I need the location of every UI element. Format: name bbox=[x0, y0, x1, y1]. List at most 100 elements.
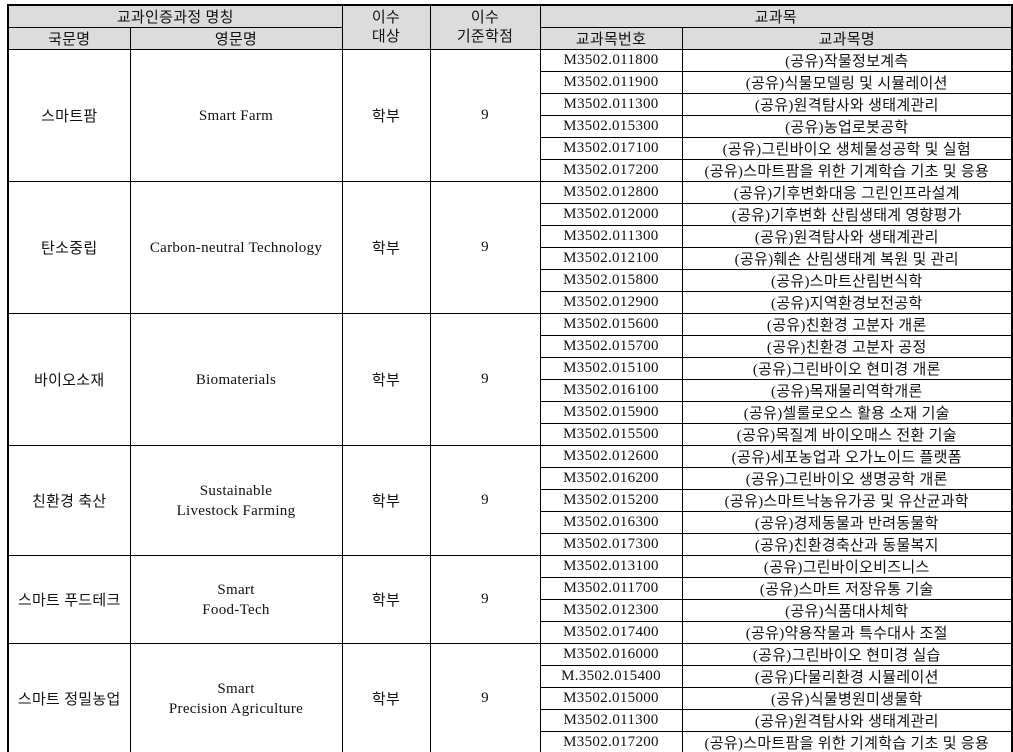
course-name-cell: (공유)친환경 고분자 개론 bbox=[681, 313, 1013, 336]
course-name-cell: (공유)목재물리역학개론 bbox=[681, 379, 1013, 402]
table-row: M3502.015700 (공유)친환경 고분자 공정 bbox=[8, 335, 1013, 358]
course-name-cell: (공유)다물리환경 시뮬레이션 bbox=[681, 665, 1013, 688]
table-row: M3502.016100 (공유)목재물리역학개론 bbox=[8, 379, 1013, 402]
course-number-cell: M3502.015500 bbox=[539, 423, 683, 446]
course-name-cell: (공유)훼손 산림생태계 복원 및 관리 bbox=[681, 247, 1013, 270]
header-target-line1: 이수 bbox=[371, 9, 401, 26]
course-number-cell: M3502.013100 bbox=[539, 555, 683, 578]
program-target: 학부 bbox=[341, 643, 431, 752]
program-korean-name: 탄소중립 bbox=[7, 181, 131, 314]
header-target: 이수 대상 bbox=[341, 4, 431, 50]
course-number-cell: M3502.011300 bbox=[539, 93, 683, 116]
course-number-cell: M3502.015800 bbox=[539, 269, 683, 292]
program-target: 학부 bbox=[341, 555, 431, 644]
course-name-cell: (공유)약용작물과 특수대사 조절 bbox=[681, 621, 1013, 644]
table-row: M3502.017200 (공유)스마트팜을 위한 기계학습 기초 및 응용 bbox=[8, 731, 1013, 752]
header-english-name: 영문명 bbox=[129, 27, 343, 50]
course-name-cell: (공유)기후변화 산림생태계 영향평가 bbox=[681, 203, 1013, 226]
course-number-cell: M3502.015100 bbox=[539, 357, 683, 380]
course-name-cell: (공유)그린바이오 현미경 개론 bbox=[681, 357, 1013, 380]
program-korean-name: 스마트 푸드테크 bbox=[7, 555, 131, 644]
course-name-cell: (공유)식물병원미생물학 bbox=[681, 687, 1013, 710]
course-number-cell: M3502.016300 bbox=[539, 511, 683, 534]
table-row: 바이오소재 Biomaterials 학부 9 M3502.015600 (공유)친환경 … bbox=[7, 313, 1013, 446]
course-number-cell: M3502.015300 bbox=[539, 115, 683, 138]
program-english-name-line: Smart bbox=[217, 680, 255, 697]
header-credits-line2: 기준학점 bbox=[456, 28, 514, 45]
table-row: M3502.017400 (공유)약용작물과 특수대사 조절 bbox=[8, 621, 1013, 644]
program-english-name: Smart Precision Agriculture bbox=[129, 643, 343, 752]
course-name-cell: (공유)그린바이오 생명공학 개론 bbox=[681, 467, 1013, 490]
program-english-name-line: Biomaterials bbox=[195, 371, 277, 388]
course-name-cell: (공유)스마트팜을 위한 기계학습 기초 및 응용 bbox=[681, 731, 1013, 752]
header-target-line2: 대상 bbox=[371, 28, 401, 45]
course-name-cell: (공유)스마트팜을 위한 기계학습 기초 및 응용 bbox=[681, 159, 1013, 182]
course-number-cell: M.3502.015400 bbox=[539, 665, 683, 688]
table-row: M3502.015200 (공유)스마트낙농유가공 및 유산균과학 bbox=[8, 489, 1013, 512]
table-row: 스마트 정밀농업 Smart Precision Agriculture 학부 9 M35… bbox=[7, 643, 1013, 752]
course-name-cell: (공유)농업로봇공학 bbox=[681, 115, 1013, 138]
course-number-cell: M3502.015000 bbox=[539, 687, 683, 710]
table-row: M3502.017200 (공유)스마트팜을 위한 기계학습 기초 및 응용 bbox=[8, 159, 1013, 182]
program-korean-name: 바이오소재 bbox=[7, 313, 131, 446]
course-name-cell: (공유)작물정보계측 bbox=[681, 49, 1013, 72]
program-english-name: Smart Food-Tech bbox=[129, 555, 343, 644]
header-program-title: 교과인증과정 명칭 bbox=[7, 4, 343, 28]
program-target: 학부 bbox=[341, 445, 431, 556]
table-header: 교과인증과정 명칭 이수 대상 이수 기준학점 교과목 국문명 영문명 교과목번… bbox=[7, 4, 1013, 50]
table-row: M3502.011300 (공유)원격탐사와 생태계관리 bbox=[8, 709, 1013, 732]
program-korean-name: 스마트 정밀농업 bbox=[7, 643, 131, 752]
table-body: 스마트팜 Smart Farm 학부 9 M3502.011800 (공유)작물정보계측 M… bbox=[7, 49, 1013, 752]
program-english-name-line: Precision Agriculture bbox=[168, 700, 304, 717]
course-name-cell: (공유)스마트낙농유가공 및 유산균과학 bbox=[681, 489, 1013, 512]
program-english-name-line: Sustainable bbox=[199, 482, 273, 499]
certification-course-table: 교과인증과정 명칭 이수 대상 이수 기준학점 교과목 국문명 영문명 교과목번… bbox=[7, 4, 1013, 752]
table-row: M3502.015900 (공유)셀룰로오스 활용 소재 기술 bbox=[8, 401, 1013, 424]
table-row: M3502.012100 (공유)훼손 산림생태계 복원 및 관리 bbox=[8, 247, 1013, 270]
program-target: 학부 bbox=[341, 181, 431, 314]
course-name-cell: (공유)기후변화대응 그린인프라설계 bbox=[681, 181, 1013, 204]
course-name-cell: (공유)그린바이오 현미경 실습 bbox=[681, 643, 1013, 666]
table-row: M3502.011700 (공유)스마트 저장유통 기술 bbox=[8, 577, 1013, 600]
course-number-cell: M3502.017100 bbox=[539, 137, 683, 160]
course-number-cell: M3502.017200 bbox=[539, 159, 683, 182]
course-name-cell: (공유)경제동물과 반려동물학 bbox=[681, 511, 1013, 534]
table-row: 스마트 푸드테크 Smart Food-Tech 학부 9 M3502.013100 (공유… bbox=[7, 555, 1013, 644]
course-name-cell: (공유)식품대사체학 bbox=[681, 599, 1013, 622]
course-number-cell: M3502.012600 bbox=[539, 445, 683, 468]
course-name-cell: (공유)스마트 저장유통 기술 bbox=[681, 577, 1013, 600]
course-name-cell: (공유)친환경 고분자 공정 bbox=[681, 335, 1013, 358]
table-row: M3502.011900 (공유)식물모델링 및 시뮬레이션 bbox=[8, 71, 1013, 94]
course-name-cell: (공유)원격탐사와 생태계관리 bbox=[681, 93, 1013, 116]
program-english-name-line: Carbon-neutral Technology bbox=[149, 239, 323, 256]
table-row: M3502.012000 (공유)기후변화 산림생태계 영향평가 bbox=[8, 203, 1013, 226]
course-number-cell: M3502.012100 bbox=[539, 247, 683, 270]
course-number-cell: M3502.015900 bbox=[539, 401, 683, 424]
course-name-cell: (공유)원격탐사와 생태계관리 bbox=[681, 225, 1013, 248]
course-name-cell: (공유)세포농업과 오가노이드 플랫폼 bbox=[681, 445, 1013, 468]
course-number-cell: M3502.017200 bbox=[539, 731, 683, 752]
table-row: M3502.017100 (공유)그린바이오 생체물성공학 및 실험 bbox=[8, 137, 1013, 160]
table-row: 스마트팜 Smart Farm 학부 9 M3502.011800 (공유)작물정보계측 bbox=[7, 49, 1013, 182]
course-name-cell: (공유)원격탐사와 생태계관리 bbox=[681, 709, 1013, 732]
course-number-cell: M3502.016200 bbox=[539, 467, 683, 490]
course-name-cell: (공유)목질계 바이오매스 전환 기술 bbox=[681, 423, 1013, 446]
program-english-name-line: Smart Farm bbox=[198, 107, 274, 124]
course-number-cell: M3502.012000 bbox=[539, 203, 683, 226]
course-number-cell: M3502.012300 bbox=[539, 599, 683, 622]
course-number-cell: M3502.012800 bbox=[539, 181, 683, 204]
table-row: M3502.012900 (공유)지역환경보전공학 bbox=[8, 291, 1013, 314]
program-credits: 9 bbox=[429, 643, 541, 752]
program-credits: 9 bbox=[429, 445, 541, 556]
program-korean-name: 친환경 축산 bbox=[7, 445, 131, 556]
course-name-cell: (공유)그린바이오 생체물성공학 및 실험 bbox=[681, 137, 1013, 160]
program-credits: 9 bbox=[429, 181, 541, 314]
table-row: M3502.015100 (공유)그린바이오 현미경 개론 bbox=[8, 357, 1013, 380]
program-english-name: Sustainable Livestock Farming bbox=[129, 445, 343, 556]
program-english-name: Carbon-neutral Technology bbox=[129, 181, 343, 314]
course-number-cell: M3502.016100 bbox=[539, 379, 683, 402]
course-name-cell: (공유)지역환경보전공학 bbox=[681, 291, 1013, 314]
table-row: M3502.011300 (공유)원격탐사와 생태계관리 bbox=[8, 225, 1013, 248]
table-row: M3502.016200 (공유)그린바이오 생명공학 개론 bbox=[8, 467, 1013, 490]
